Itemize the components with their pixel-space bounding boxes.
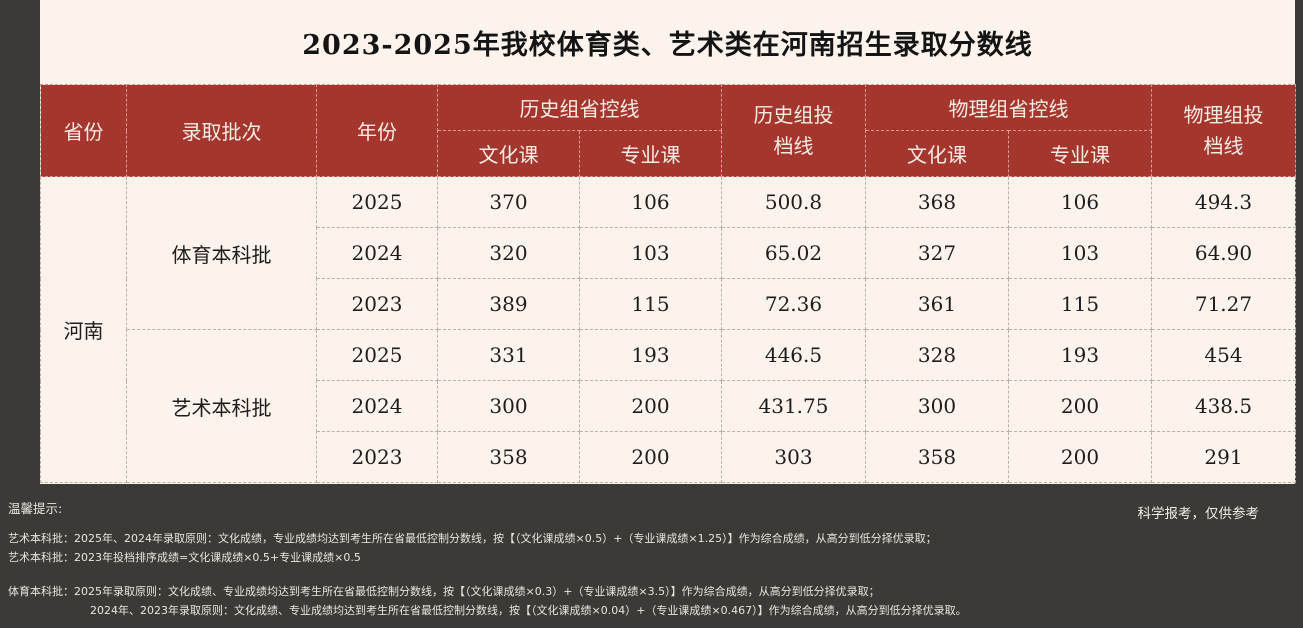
history-cut-cell: 303 <box>721 431 866 483</box>
header-physics-major: 专业课 <box>1008 130 1152 177</box>
physics-major-cell: 103 <box>1008 227 1152 279</box>
physics-major-cell: 115 <box>1008 278 1152 330</box>
table-row: 2023 389 115 72.36 361 115 71.27 <box>41 278 1296 330</box>
note-line: 艺术本科批：2025年、2024年录取原则：文化成绩，专业成绩均达到考生所在省最… <box>8 532 937 545</box>
physics-culture-cell: 328 <box>865 329 1009 381</box>
batch-cell-art: 艺术本科批 <box>126 329 317 483</box>
history-major-cell: 200 <box>579 431 722 483</box>
history-major-cell: 193 <box>579 329 722 381</box>
table-row: 2023 358 200 303 358 200 291 <box>41 431 1296 483</box>
header-history-major: 专业课 <box>579 130 722 177</box>
page-title: 2023-2025年我校体育类、艺术类在河南招生录取分数线 <box>302 29 1033 61</box>
score-sheet: 2023-2025年我校体育类、艺术类在河南招生录取分数线 省份 录取批次 年份… <box>40 0 1296 484</box>
table-row: 2024 300 200 431.75 300 200 438.5 <box>41 380 1296 432</box>
header-year: 年份 <box>316 84 438 177</box>
year-cell: 2023 <box>316 431 438 483</box>
notes-title: 温馨提示: <box>8 501 63 516</box>
history-culture-cell: 358 <box>437 431 580 483</box>
physics-major-cell: 193 <box>1008 329 1152 381</box>
admission-score-table: 省份 录取批次 年份 历史组省控线 历史组投档线 物理组省控线 物理组投档线 文… <box>40 84 1296 483</box>
year-cell: 2025 <box>316 329 438 381</box>
physics-major-cell: 200 <box>1008 431 1152 483</box>
table-row: 艺术本科批 2025 331 193 446.5 328 193 454 <box>41 329 1296 483</box>
note-line: 2024年、2023年录取原则：文化成绩、专业成绩均达到考生所在省最低控制分数线… <box>90 604 967 617</box>
history-cut-cell: 431.75 <box>721 380 866 432</box>
physics-cut-cell: 64.90 <box>1151 227 1296 279</box>
physics-cut-cell: 71.27 <box>1151 278 1296 330</box>
note-line: 艺术本科批：2023年投档排序成绩=文化课成绩×0.5+专业课成绩×0.5 <box>8 551 361 564</box>
header-province: 省份 <box>40 84 127 177</box>
batch-cell-sports: 体育本科批 <box>126 176 317 330</box>
physics-cut-cell: 454 <box>1151 329 1296 381</box>
header-physics-cut: 物理组投档线 <box>1151 84 1296 177</box>
header-physics-cut-label: 物理组投档线 <box>1183 102 1264 158</box>
history-culture-cell: 370 <box>437 176 580 228</box>
physics-culture-cell: 300 <box>865 380 1009 432</box>
province-cell: 河南 <box>40 176 127 483</box>
physics-cut-cell: 438.5 <box>1151 380 1296 432</box>
history-major-cell: 106 <box>579 176 722 228</box>
year-cell: 2025 <box>316 176 438 228</box>
history-culture-cell: 389 <box>437 278 580 330</box>
header-history-group: 历史组省控线 <box>437 84 722 131</box>
note-line: 体育本科批：2025年录取原则：文化成绩、专业成绩均达到考生所在省最低控制分数线… <box>8 585 880 598</box>
year-cell: 2024 <box>316 380 438 432</box>
header-history-cut-label: 历史组投档线 <box>753 102 834 158</box>
history-cut-cell: 500.8 <box>721 176 866 228</box>
history-cut-cell: 446.5 <box>721 329 866 381</box>
reference-note: 科学报考，仅供参考 <box>1137 506 1260 522</box>
history-culture-cell: 300 <box>437 380 580 432</box>
header-batch: 录取批次 <box>126 84 317 177</box>
physics-cut-cell: 494.3 <box>1151 176 1296 228</box>
header-physics-culture: 文化课 <box>865 130 1009 177</box>
physics-culture-cell: 358 <box>865 431 1009 483</box>
history-major-cell: 115 <box>579 278 722 330</box>
history-major-cell: 103 <box>579 227 722 279</box>
year-cell: 2023 <box>316 278 438 330</box>
history-cut-cell: 65.02 <box>721 227 866 279</box>
header-history-culture: 文化课 <box>437 130 580 177</box>
header-physics-group: 物理组省控线 <box>865 84 1152 131</box>
physics-cut-cell: 291 <box>1151 431 1296 483</box>
physics-culture-cell: 361 <box>865 278 1009 330</box>
header-history-cut: 历史组投档线 <box>721 84 866 177</box>
physics-major-cell: 106 <box>1008 176 1152 228</box>
history-culture-cell: 320 <box>437 227 580 279</box>
table-row: 河南 体育本科批 2025 370 106 500.8 368 106 494.… <box>40 176 1296 483</box>
year-cell: 2024 <box>316 227 438 279</box>
notes-section: 温馨提示: 科学报考，仅供参考 艺术本科批：2025年、2024年录取原则：文化… <box>0 484 1303 628</box>
history-major-cell: 200 <box>579 380 722 432</box>
physics-major-cell: 200 <box>1008 380 1152 432</box>
history-cut-cell: 72.36 <box>721 278 866 330</box>
physics-culture-cell: 327 <box>865 227 1009 279</box>
history-culture-cell: 331 <box>437 329 580 381</box>
physics-culture-cell: 368 <box>865 176 1009 228</box>
